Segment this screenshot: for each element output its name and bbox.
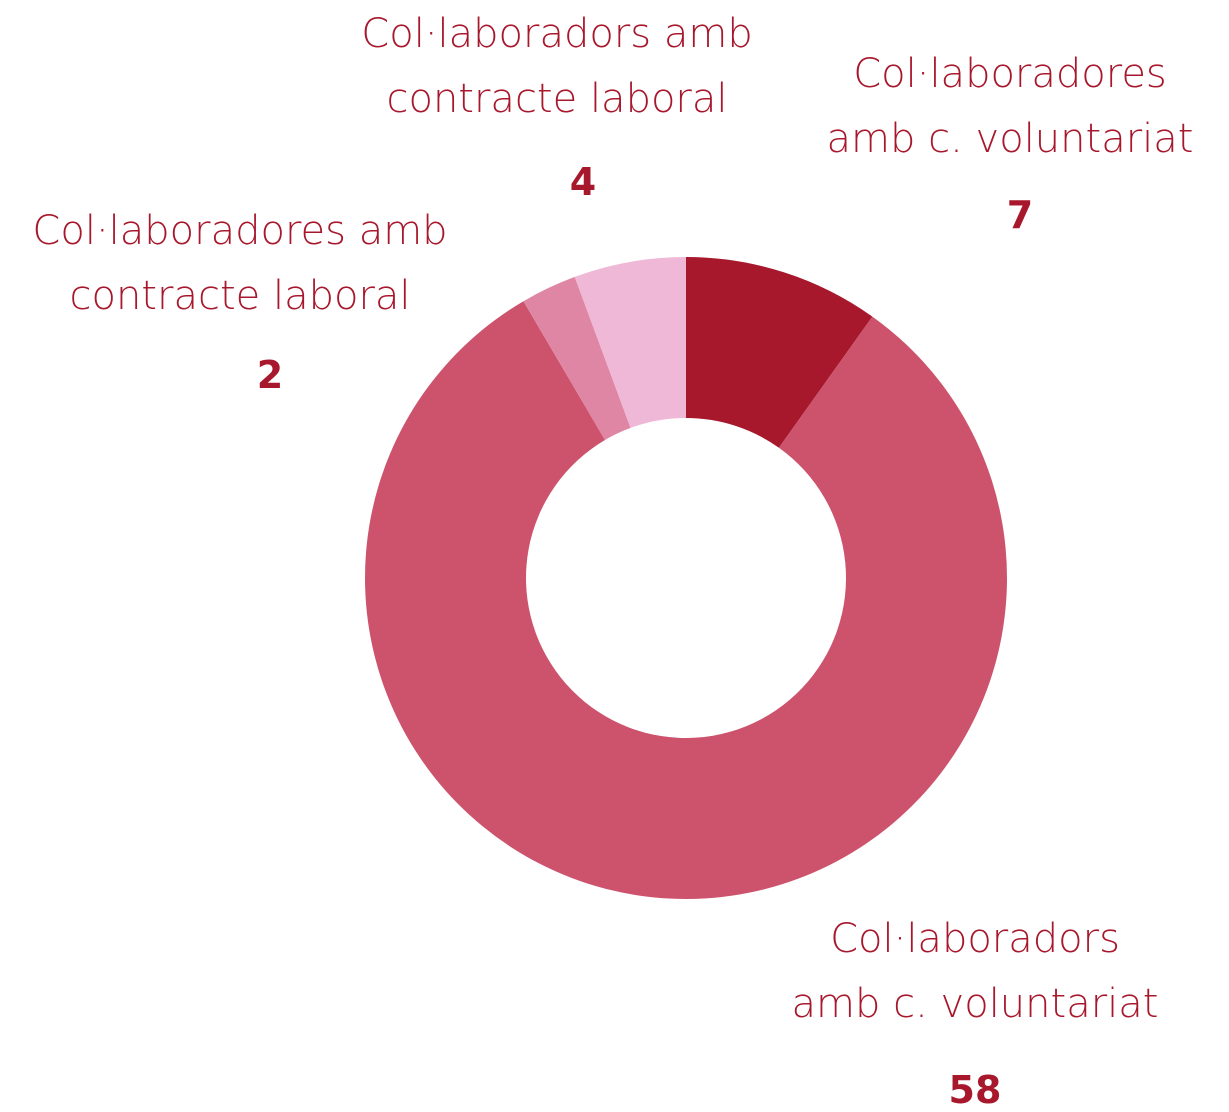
- donut-slice: [523, 276, 631, 441]
- slice-label: Col·laboradores amb contracte laboral: [32, 208, 448, 319]
- donut-slice: [686, 257, 873, 448]
- value-label: 2: [256, 353, 284, 397]
- value-label: 58: [948, 1068, 1002, 1112]
- value-label: 4: [569, 160, 597, 204]
- slice-label: Col·laboradors amb contracte laboral: [361, 11, 753, 122]
- slice-label: Col·laboradors amb c. voluntariat: [791, 916, 1159, 1027]
- value-label: 7: [1006, 193, 1034, 237]
- slice-label: Col·laboradores amb c. voluntariat: [826, 51, 1194, 162]
- donut-slice: [574, 257, 686, 428]
- donut-slice: [365, 301, 1008, 899]
